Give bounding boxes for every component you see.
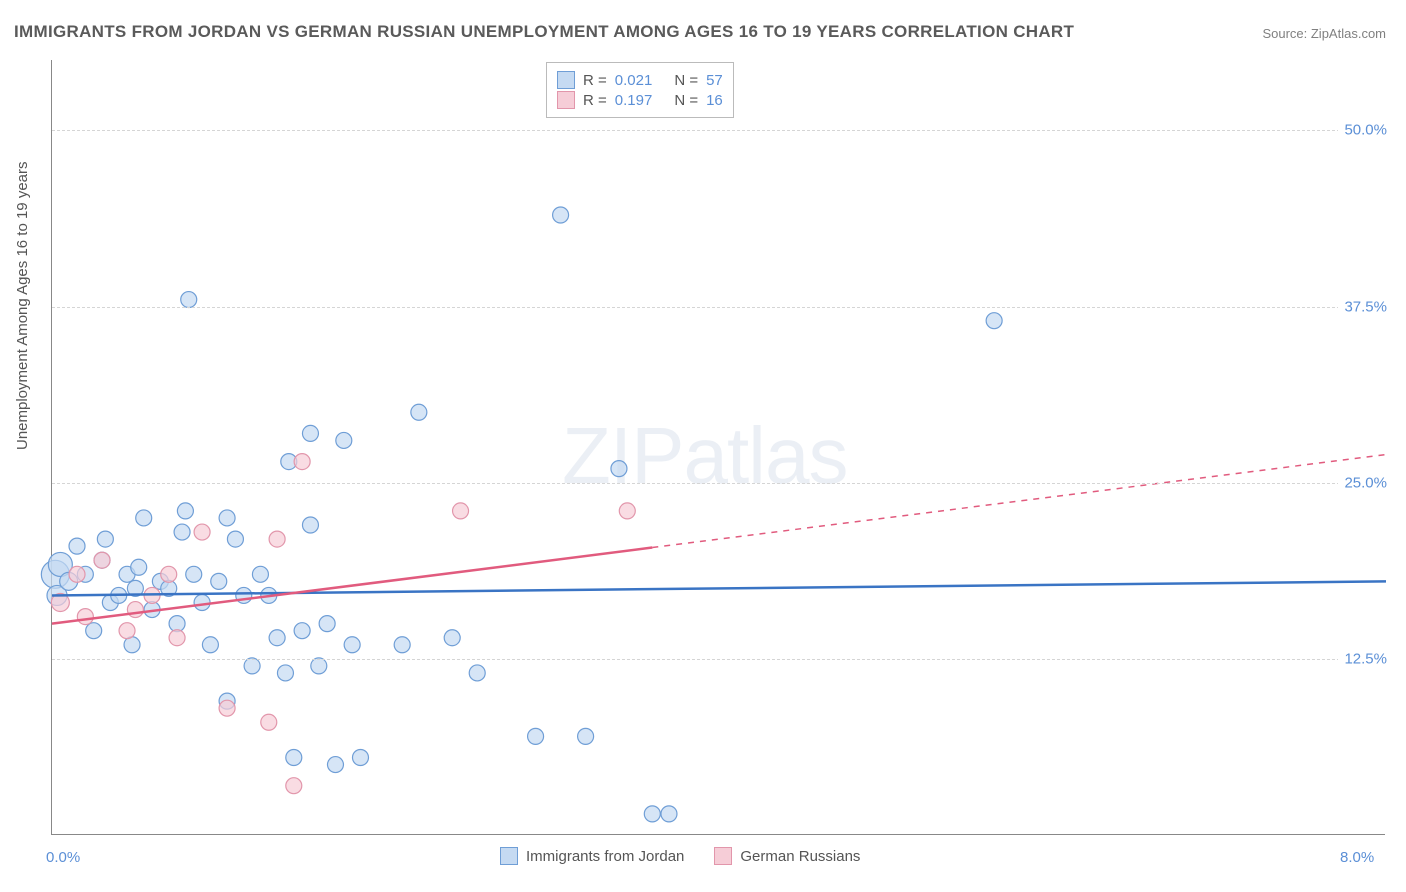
gridline: [52, 659, 1385, 660]
scatter-point: [219, 510, 235, 526]
legend-r-label: R =: [583, 72, 607, 89]
scatter-point: [161, 566, 177, 582]
x-tick-label: 0.0%: [46, 849, 80, 866]
scatter-point: [302, 517, 318, 533]
legend-n-value: 57: [706, 72, 723, 89]
scatter-point: [336, 432, 352, 448]
scatter-point: [661, 806, 677, 822]
scatter-point: [186, 566, 202, 582]
y-axis-label: Unemployment Among Ages 16 to 19 years: [14, 161, 31, 450]
scatter-point: [219, 700, 235, 716]
scatter-point: [611, 461, 627, 477]
gridline: [52, 130, 1385, 131]
series-legend-item: Immigrants from Jordan: [500, 847, 684, 865]
legend-swatch: [557, 91, 575, 109]
legend-n-label: N =: [674, 92, 698, 109]
series-legend-item: German Russians: [714, 847, 860, 865]
scatter-point: [444, 630, 460, 646]
x-tick-label: 8.0%: [1340, 849, 1374, 866]
legend-r-value: 0.197: [615, 92, 653, 109]
scatter-point: [252, 566, 268, 582]
scatter-point: [528, 728, 544, 744]
regression-line: [52, 581, 1386, 595]
chart-title: IMMIGRANTS FROM JORDAN VS GERMAN RUSSIAN…: [14, 22, 1074, 42]
scatter-point: [469, 665, 485, 681]
scatter-point: [277, 665, 293, 681]
scatter-point: [211, 573, 227, 589]
series-legend: Immigrants from Jordan German Russians: [500, 847, 860, 865]
legend-r-label: R =: [583, 92, 607, 109]
scatter-point: [553, 207, 569, 223]
scatter-svg: [52, 60, 1385, 834]
gridline: [52, 307, 1385, 308]
y-tick-label: 12.5%: [1338, 650, 1387, 667]
scatter-point: [327, 757, 343, 773]
scatter-point: [344, 637, 360, 653]
scatter-point: [311, 658, 327, 674]
scatter-point: [174, 524, 190, 540]
y-tick-label: 50.0%: [1338, 122, 1387, 139]
scatter-point: [644, 806, 660, 822]
gridline: [52, 483, 1385, 484]
scatter-point: [202, 637, 218, 653]
scatter-point: [194, 524, 210, 540]
scatter-point: [986, 313, 1002, 329]
scatter-point: [261, 714, 277, 730]
scatter-point: [319, 616, 335, 632]
scatter-point: [97, 531, 113, 547]
scatter-point: [453, 503, 469, 519]
scatter-point: [619, 503, 635, 519]
scatter-point: [244, 658, 260, 674]
series-name: German Russians: [740, 848, 860, 865]
scatter-point: [194, 595, 210, 611]
scatter-point: [127, 602, 143, 618]
legend-n-label: N =: [674, 72, 698, 89]
scatter-point: [269, 531, 285, 547]
legend-r-value: 0.021: [615, 72, 653, 89]
scatter-point: [131, 559, 147, 575]
scatter-point: [294, 623, 310, 639]
scatter-point: [227, 531, 243, 547]
scatter-point: [352, 750, 368, 766]
scatter-point: [119, 623, 135, 639]
y-tick-label: 25.0%: [1338, 474, 1387, 491]
scatter-point: [86, 623, 102, 639]
scatter-point: [181, 292, 197, 308]
scatter-point: [411, 404, 427, 420]
scatter-point: [286, 778, 302, 794]
scatter-point: [77, 609, 93, 625]
scatter-point: [302, 425, 318, 441]
scatter-point: [69, 538, 85, 554]
scatter-point: [394, 637, 410, 653]
regression-line-extrapolated: [652, 455, 1386, 548]
source-attribution: Source: ZipAtlas.com: [1262, 26, 1386, 41]
scatter-point: [294, 454, 310, 470]
scatter-point: [69, 566, 85, 582]
scatter-point: [94, 552, 110, 568]
scatter-point: [136, 510, 152, 526]
correlation-legend: R = 0.021 N = 57 R = 0.197 N = 16: [546, 62, 734, 118]
scatter-point: [286, 750, 302, 766]
legend-n-value: 16: [706, 92, 723, 109]
plot-area: ZIPatlas 12.5%25.0%37.5%50.0%: [51, 60, 1385, 835]
scatter-point: [169, 630, 185, 646]
series-name: Immigrants from Jordan: [526, 848, 684, 865]
legend-row: R = 0.197 N = 16: [557, 91, 723, 109]
legend-swatch: [557, 71, 575, 89]
legend-swatch: [500, 847, 518, 865]
legend-row: R = 0.021 N = 57: [557, 71, 723, 89]
scatter-point: [177, 503, 193, 519]
scatter-point: [578, 728, 594, 744]
scatter-point: [269, 630, 285, 646]
y-tick-label: 37.5%: [1338, 298, 1387, 315]
legend-swatch: [714, 847, 732, 865]
